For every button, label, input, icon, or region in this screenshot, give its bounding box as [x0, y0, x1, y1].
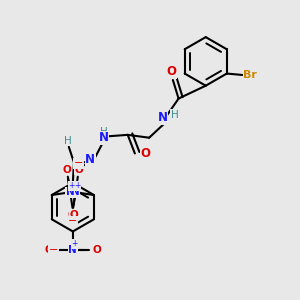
Text: N: N	[71, 187, 80, 197]
Text: +: +	[69, 182, 75, 190]
Text: O: O	[44, 245, 53, 255]
Text: Br: Br	[243, 70, 257, 80]
Text: O: O	[69, 210, 78, 220]
Text: −: −	[49, 245, 58, 255]
Text: N: N	[85, 153, 95, 166]
Text: N: N	[68, 245, 77, 255]
Text: −: −	[68, 216, 78, 226]
Text: H: H	[64, 136, 72, 146]
Text: O: O	[141, 147, 151, 160]
Text: N: N	[99, 131, 109, 145]
Text: H: H	[100, 127, 108, 137]
Text: H: H	[171, 110, 179, 120]
Text: −: −	[74, 158, 83, 168]
Text: O: O	[68, 210, 76, 220]
Text: O: O	[75, 165, 83, 175]
Text: +: +	[71, 239, 78, 248]
Text: O: O	[167, 65, 176, 79]
Text: N: N	[158, 112, 168, 124]
Text: O: O	[93, 245, 101, 255]
Text: +: +	[74, 182, 80, 190]
Text: O: O	[62, 165, 71, 175]
Text: N: N	[66, 187, 74, 197]
